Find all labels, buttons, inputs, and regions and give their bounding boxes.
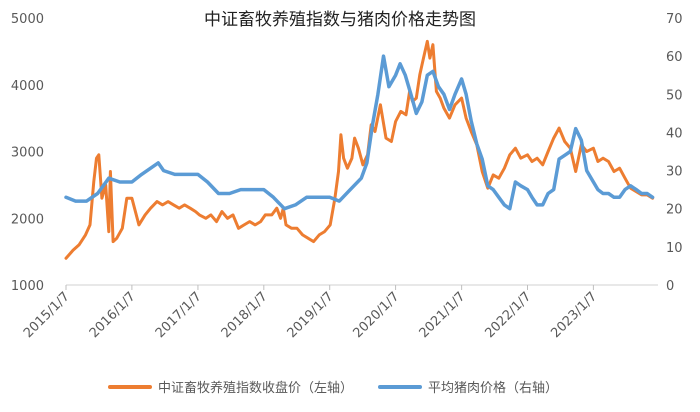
y-left-tick-label: 3000 — [11, 146, 44, 161]
legend-label: 中证畜牧养殖指数收盘价（左轴） — [158, 380, 353, 396]
legend-label: 平均猪肉价格（右轴） — [428, 380, 558, 396]
y-right-tick-label: 0 — [666, 279, 674, 294]
y-left-tick-label: 4000 — [11, 79, 44, 94]
line-series-pork-price — [64, 54, 655, 211]
y-right-tick-label: 30 — [666, 165, 683, 180]
series-group — [64, 39, 655, 260]
x-tick-label: 2021/1/7 — [417, 289, 469, 341]
x-tick-label: 2017/1/7 — [153, 289, 205, 341]
y-right-tick-label: 50 — [666, 88, 683, 103]
x-tick-label: 2020/1/7 — [351, 289, 403, 341]
y-right-tick-label: 40 — [666, 126, 683, 141]
x-tick-label: 2023/1/7 — [548, 289, 600, 341]
x-tick-label: 2016/1/7 — [87, 289, 139, 341]
y-right-tick-label: 20 — [666, 203, 683, 218]
x-tick-label: 2022/1/7 — [482, 289, 534, 341]
y-left-tick-label: 1000 — [11, 279, 44, 294]
legend: 中证畜牧养殖指数收盘价（左轴） 平均猪肉价格（右轴） — [108, 380, 558, 396]
x-tick-label: 2019/1/7 — [285, 289, 337, 341]
y-right-tick-label: 10 — [666, 241, 683, 256]
y-right-tick-label: 70 — [666, 12, 683, 27]
y-left-tick-label: 5000 — [11, 12, 44, 27]
line-series-index-close — [64, 39, 655, 260]
x-tick-label: 2015/1/7 — [21, 289, 73, 341]
y-right-tick-label: 60 — [666, 50, 683, 65]
chart-title: 中证畜牧养殖指数与猪肉价格走势图 — [204, 10, 476, 30]
x-tick-label: 2018/1/7 — [219, 289, 271, 341]
y-left-tick-label: 2000 — [11, 212, 44, 227]
